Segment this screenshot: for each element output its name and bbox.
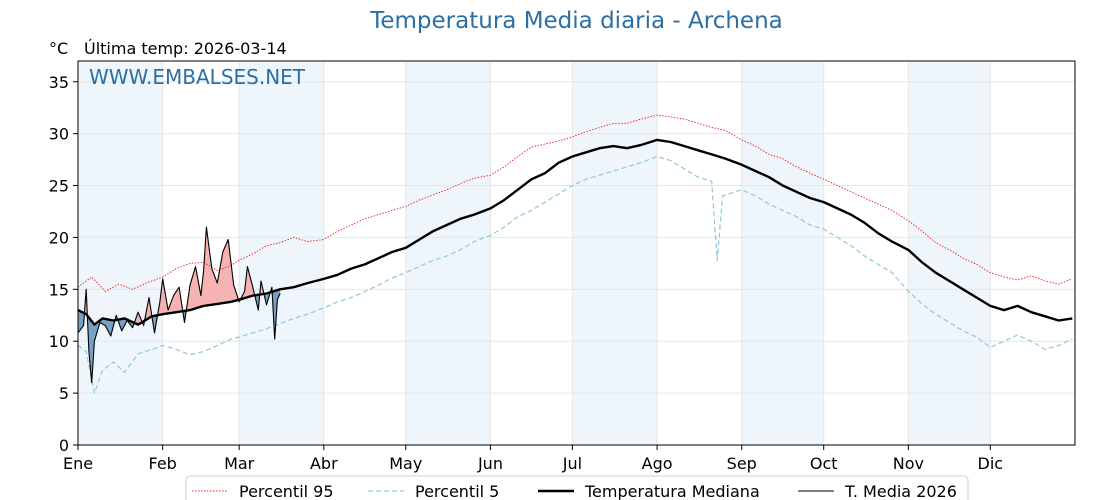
y-axis-unit: °C bbox=[49, 39, 69, 58]
legend-label-2: Temperatura Mediana bbox=[584, 482, 760, 500]
x-tick-label-Ago: Ago bbox=[642, 454, 673, 473]
x-tick-label-Oct: Oct bbox=[810, 454, 838, 473]
month-band-0 bbox=[78, 61, 163, 445]
plot-frame bbox=[77, 60, 1076, 446]
x-axis-ticks: Ene Feb Mar Abr May Jun Jul Ago Sep Oct Nov Dic bbox=[63, 445, 1003, 473]
month-band-2 bbox=[405, 61, 491, 445]
x-tick-label-Dic: Dic bbox=[978, 454, 1004, 473]
x-tick-label-Jun: Jun bbox=[477, 454, 503, 473]
month-bands bbox=[78, 61, 991, 445]
series-line-dotted-red bbox=[77, 114, 1073, 292]
last-temp-label: Última temp: 2026-03-14 bbox=[84, 39, 287, 58]
series-line-solid-black-thick bbox=[77, 138, 1073, 326]
above-median-fill bbox=[133, 312, 142, 325]
month-band-1 bbox=[239, 61, 324, 445]
y-tick-label: 10 bbox=[49, 332, 69, 351]
x-tick-label-Ene: Ene bbox=[63, 454, 93, 473]
x-tick-label-Jul: Jul bbox=[562, 454, 582, 473]
grid-lines bbox=[77, 61, 1075, 446]
x-tick-label-Mar: Mar bbox=[224, 454, 255, 473]
legend-box bbox=[185, 475, 969, 500]
x-tick-label-Sep: Sep bbox=[727, 454, 757, 473]
y-tick-label: 25 bbox=[49, 177, 69, 196]
chart-title: Temperatura Media diaria - Archena bbox=[370, 8, 783, 34]
legend-label-3: T. Media 2026 bbox=[844, 482, 957, 500]
series-line-solid-black-thin bbox=[77, 226, 281, 384]
x-tick-label-Abr: Abr bbox=[310, 454, 338, 473]
x-tick-label-Feb: Feb bbox=[149, 454, 177, 473]
y-tick-label: 35 bbox=[49, 73, 69, 92]
month-band-4 bbox=[741, 61, 824, 445]
x-tick-label-May: May bbox=[389, 454, 422, 473]
below-median-fill bbox=[78, 310, 85, 333]
legend-label-1: Percentil 5 bbox=[415, 482, 499, 500]
y-tick-label: 20 bbox=[49, 228, 69, 247]
legend: Percentil 95 Percentil 5 Temperatura Media… bbox=[185, 475, 969, 500]
y-tick-label: 30 bbox=[49, 125, 69, 144]
series-line-dashed-lightblue bbox=[77, 155, 1073, 394]
above-median-fill bbox=[239, 266, 255, 301]
y-axis-ticks: 0 5 10 15 20 25 30 35 bbox=[49, 73, 78, 455]
below-median-fill bbox=[263, 292, 270, 305]
month-band-3 bbox=[572, 61, 658, 445]
watermark: WWW.EMBALSES.NET bbox=[89, 65, 306, 89]
month-band-5 bbox=[908, 61, 991, 445]
legend-label-0: Percentil 95 bbox=[239, 482, 334, 500]
y-tick-label: 5 bbox=[59, 384, 69, 403]
below-median-fill bbox=[151, 315, 158, 333]
x-tick-label-Nov: Nov bbox=[893, 454, 924, 473]
series-lines bbox=[77, 114, 1073, 394]
above-median-fill bbox=[157, 278, 183, 318]
y-tick-label: 0 bbox=[59, 436, 69, 455]
y-tick-label: 15 bbox=[49, 280, 69, 299]
